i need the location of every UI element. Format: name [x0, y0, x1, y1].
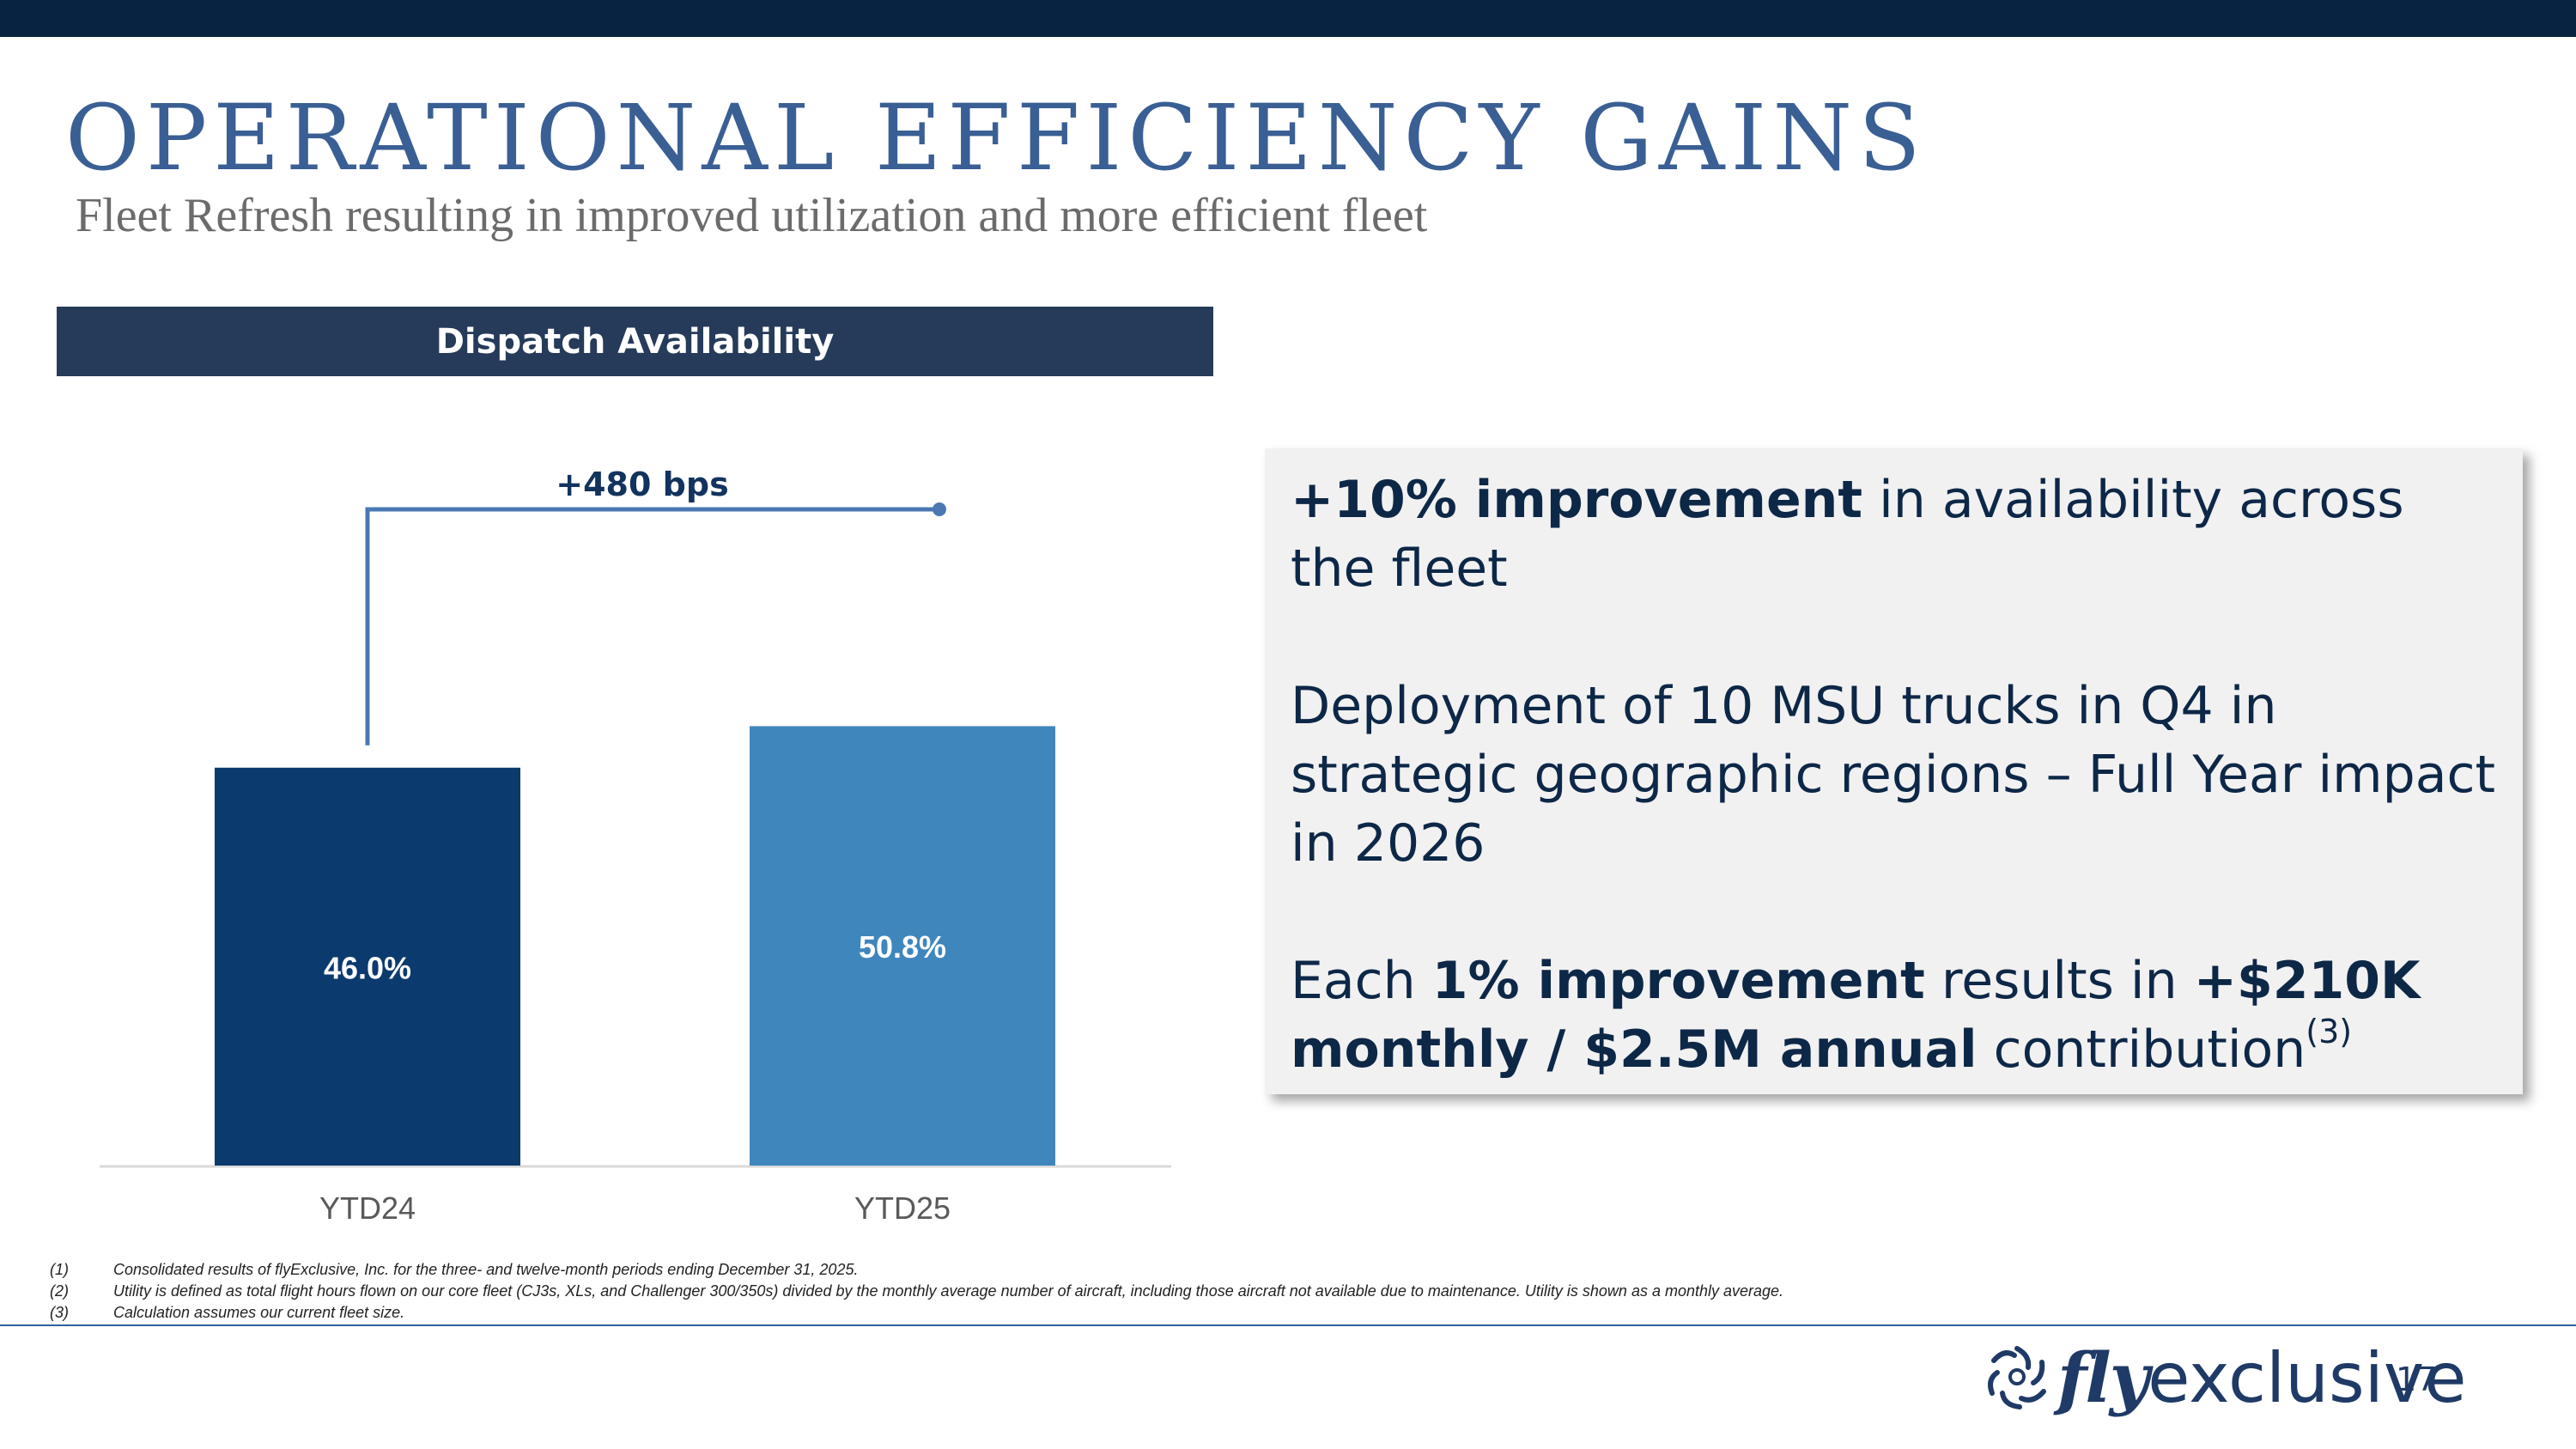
- info-point-availability: +10% improvement in availability across …: [1291, 466, 2497, 603]
- logo-wordmark: flyexclusive: [2057, 1336, 2466, 1420]
- flyexclusive-logo: flyexclusive: [1978, 1333, 2466, 1419]
- growth-annotation: +480 bps: [556, 466, 728, 503]
- info-text: in availability across the fleet: [1291, 470, 2404, 599]
- slide-subtitle: Fleet Refresh resulting in improved util…: [76, 189, 1428, 242]
- x-tick-label: YTD24: [319, 1190, 416, 1226]
- info-highlight: +$210K monthly / $2.5M annual: [1291, 951, 2421, 1080]
- data-label: 50.8%: [859, 929, 946, 965]
- footnote-text: Utility is defined as total flight hours…: [113, 1282, 1784, 1300]
- chart-header: Dispatch Availability: [57, 307, 1213, 376]
- info-point-contribution: Each 1% improvement results in +$210K mo…: [1291, 947, 2497, 1084]
- footnote: (1) Consolidated results of flyExclusive,…: [50, 1259, 1819, 1281]
- page-number: 17: [2396, 1361, 2438, 1398]
- footnote-number: (1): [50, 1261, 69, 1278]
- footnote: (3) Calculation assumes our current fleet…: [50, 1302, 1819, 1324]
- info-text: contribution: [1977, 1020, 2306, 1080]
- footnotes: (1) Consolidated results of flyExclusive,…: [50, 1259, 1819, 1324]
- footnote-number: (2): [50, 1282, 69, 1300]
- logo-fly: fly: [2057, 1337, 2149, 1418]
- bar-ytd25: [750, 726, 1055, 1166]
- footer-rule: [0, 1324, 2576, 1326]
- footnote: (2) Utility is defined as total flight ho…: [50, 1281, 1819, 1302]
- turbine-swirl-icon: [1988, 1346, 2046, 1409]
- footnote-number: (3): [50, 1304, 69, 1321]
- info-highlight: 1% improvement: [1431, 951, 1925, 1011]
- bracket-endpoint: [933, 502, 946, 516]
- info-text: results in: [1924, 951, 2194, 1011]
- info-highlight: +10% improvement: [1291, 470, 1863, 530]
- info-point-msu-trucks: Deployment of 10 MSU trucks in Q4 in str…: [1291, 676, 2495, 874]
- logo-exclusive: exclusive: [2148, 1338, 2467, 1418]
- info-box: +10% improvement in availability across …: [1265, 448, 2523, 1094]
- bar-ytd24: [215, 767, 520, 1166]
- footnote-text: Calculation assumes our current fleet si…: [113, 1304, 405, 1321]
- info-text: Each: [1291, 951, 1432, 1011]
- x-tick-label: YTD25: [854, 1190, 951, 1226]
- growth-bracket: [365, 507, 939, 746]
- top-bar: [0, 0, 2576, 37]
- data-label: 46.0%: [324, 950, 411, 985]
- footnote-ref: (3): [2306, 1013, 2353, 1050]
- footnote-text: Consolidated results of flyExclusive, In…: [113, 1261, 859, 1278]
- slide-title: OPERATIONAL EFFICIENCY GAINS: [65, 85, 1927, 191]
